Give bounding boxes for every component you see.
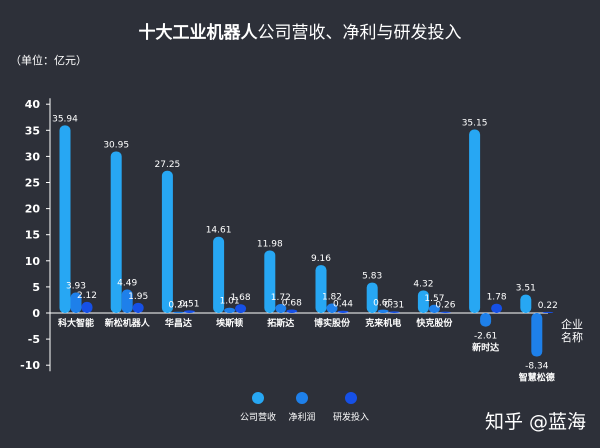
bar-rnd <box>183 310 195 313</box>
data-label: 1.95 <box>128 292 148 302</box>
data-label: 1.72 <box>271 293 291 303</box>
data-label: 27.25 <box>155 160 181 170</box>
legend-marker <box>296 392 308 404</box>
data-label: 0.22 <box>538 301 558 311</box>
data-label: -8.34 <box>525 362 549 372</box>
data-label: 0.68 <box>282 298 302 308</box>
bar-rnd <box>337 310 349 313</box>
y-tick-label: -5 <box>28 333 40 346</box>
bar-revenue <box>161 170 173 313</box>
bar-rnd <box>439 311 451 313</box>
category-label: 埃斯顿 <box>216 317 243 329</box>
bar-revenue <box>264 250 276 313</box>
bar-rnd <box>132 302 144 313</box>
category-label: 克来机电 <box>365 317 401 329</box>
category-label: 华昌达 <box>165 317 192 329</box>
bar-rnd <box>286 309 298 313</box>
data-label: 0.44 <box>333 300 353 310</box>
bar-profit <box>172 311 184 313</box>
y-tick-label: 35 <box>25 124 40 137</box>
bar-revenue <box>417 290 429 313</box>
legend-marker <box>345 392 357 404</box>
y-tick-label: 15 <box>25 229 40 242</box>
bar-revenue <box>520 294 532 313</box>
bar-profit <box>224 307 236 313</box>
data-label: 1.57 <box>424 294 444 304</box>
legend-label: 公司营收 <box>240 411 276 423</box>
bar-revenue <box>469 129 481 313</box>
bar-profit <box>377 309 389 313</box>
legend-label: 净利润 <box>288 411 315 423</box>
bar-rnd <box>235 304 247 313</box>
data-label: 0.24 <box>168 301 188 311</box>
bar-profit <box>70 292 82 313</box>
chart-title-rest: 公司营收、净利与研发投入 <box>257 23 462 43</box>
category-label: 博实股份 <box>314 317 351 329</box>
chart-title: 十大工业机器人公司营收、净利与研发投入 <box>0 18 600 43</box>
bar-profit <box>275 304 287 313</box>
legend-marker <box>252 392 264 404</box>
bar-revenue <box>110 151 122 313</box>
data-label: 11.98 <box>257 239 283 249</box>
data-label: 0.31 <box>384 300 404 310</box>
data-label: 4.32 <box>413 279 433 289</box>
y-tick-label: 40 <box>25 98 41 111</box>
bar-profit <box>480 313 492 327</box>
chart-title-bold: 十大工业机器人 <box>138 23 258 43</box>
data-label: -2.61 <box>474 332 497 342</box>
watermark: 知乎 @蓝海 <box>484 411 586 433</box>
category-label: 科大智能 <box>58 317 94 329</box>
y-tick-label: 20 <box>25 203 41 216</box>
data-label: 1.78 <box>487 293 507 303</box>
bar-rnd <box>491 303 503 313</box>
y-tick-label: -10 <box>20 359 40 372</box>
x-axis-title: 企业 <box>561 317 583 331</box>
data-label: 1.68 <box>231 293 251 303</box>
bar-revenue <box>59 125 71 313</box>
data-label: 4.49 <box>117 279 137 289</box>
bar-rnd <box>542 311 554 313</box>
bar-profit <box>121 289 133 313</box>
data-label: 0.65 <box>373 299 393 309</box>
data-label: 2.12 <box>77 291 97 301</box>
data-label: 3.51 <box>516 284 536 294</box>
category-label: 新时达 <box>472 342 499 354</box>
data-label: 3.93 <box>66 281 86 291</box>
data-label: 1.01 <box>220 297 240 307</box>
data-label: 35.15 <box>462 119 488 129</box>
category-label: 拓斯达 <box>267 317 294 329</box>
data-label: 1.82 <box>322 292 342 302</box>
data-label: 14.61 <box>206 226 232 236</box>
bar-revenue <box>366 282 378 313</box>
bar-rnd <box>388 311 400 313</box>
category-label: 智慧松德 <box>519 372 555 384</box>
bar-profit <box>326 303 338 313</box>
data-label: 30.95 <box>103 140 129 150</box>
y-tick-label: 30 <box>25 150 41 163</box>
y-tick-label: 0 <box>32 307 40 320</box>
x-axis-title: 名称 <box>561 330 583 344</box>
category-label: 快克股份 <box>416 317 453 329</box>
unit-label: （单位：亿元） <box>10 54 87 67</box>
bar-revenue <box>213 236 225 313</box>
data-label: 0.26 <box>435 301 455 311</box>
legend-label: 研发投入 <box>333 411 369 423</box>
data-label: 9.16 <box>311 254 331 264</box>
data-label: 5.83 <box>362 272 382 282</box>
y-tick-label: 25 <box>25 177 40 190</box>
bar-rnd <box>81 301 93 313</box>
category-label: 新松机器人 <box>105 317 151 329</box>
bar-revenue <box>315 265 327 313</box>
y-tick-label: 5 <box>32 281 40 294</box>
data-label: 35.94 <box>52 114 78 124</box>
bar-profit <box>531 313 543 357</box>
bar-profit <box>428 304 440 313</box>
data-label: 0.51 <box>179 299 199 309</box>
y-tick-label: 10 <box>25 255 41 268</box>
